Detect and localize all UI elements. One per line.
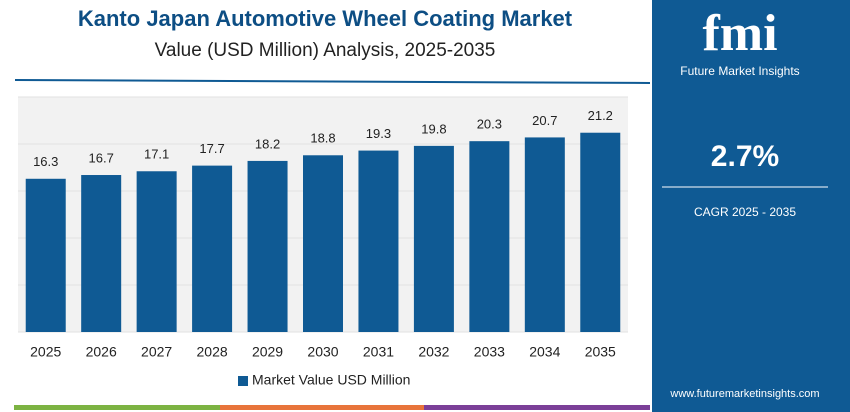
x-tick-label: 2025 [30, 344, 61, 360]
bar [303, 155, 343, 332]
data-label: 19.8 [421, 121, 446, 136]
stripe [14, 405, 220, 410]
bar [524, 137, 565, 332]
chart-title: Kanto Japan Automotive Wheel Coating Mar… [78, 6, 573, 31]
data-label: 16.7 [89, 150, 114, 165]
logo: fmi [702, 5, 777, 62]
legend-label: Market Value USD Million [252, 372, 410, 388]
x-tick-label: 2027 [141, 344, 172, 360]
stripe [424, 405, 650, 410]
data-label: 20.3 [477, 117, 502, 132]
stripe [220, 405, 424, 410]
x-tick-label: 2028 [197, 344, 228, 360]
data-label: 20.7 [532, 113, 557, 128]
data-label: 16.3 [33, 154, 58, 169]
title-rule [14, 79, 651, 84]
brand: Future Market Insights [680, 64, 799, 78]
bar [192, 165, 233, 332]
x-tick-label: 2035 [585, 344, 616, 360]
legend-swatch [238, 376, 248, 386]
url: www.futuremarketinsights.com [669, 388, 819, 400]
x-tick-label: 2026 [86, 344, 117, 360]
cagr-value: 2.7% [711, 140, 779, 173]
bar [25, 178, 66, 332]
data-label: 21.2 [588, 108, 613, 123]
chart-subtitle: Value (USD Million) Analysis, 2025-2035 [155, 40, 496, 61]
bar [413, 145, 454, 332]
x-tick-label: 2030 [307, 344, 338, 360]
bar [136, 171, 177, 332]
bar [469, 141, 510, 332]
bar [580, 132, 621, 332]
data-label: 18.2 [255, 136, 280, 151]
x-tick-label: 2031 [363, 344, 394, 360]
bar [358, 150, 399, 332]
bar [81, 175, 122, 332]
bar [247, 160, 288, 332]
x-tick-label: 2032 [418, 344, 449, 360]
x-tick-label: 2034 [529, 344, 560, 360]
data-label: 17.7 [199, 141, 224, 156]
data-label: 19.3 [366, 126, 391, 141]
data-label: 18.8 [310, 131, 335, 146]
x-tick-label: 2029 [252, 344, 283, 360]
x-tick-label: 2033 [474, 344, 505, 360]
side-panel [652, 0, 850, 412]
cagr-label: CAGR 2025 - 2035 [694, 205, 796, 219]
data-label: 17.1 [144, 147, 169, 162]
